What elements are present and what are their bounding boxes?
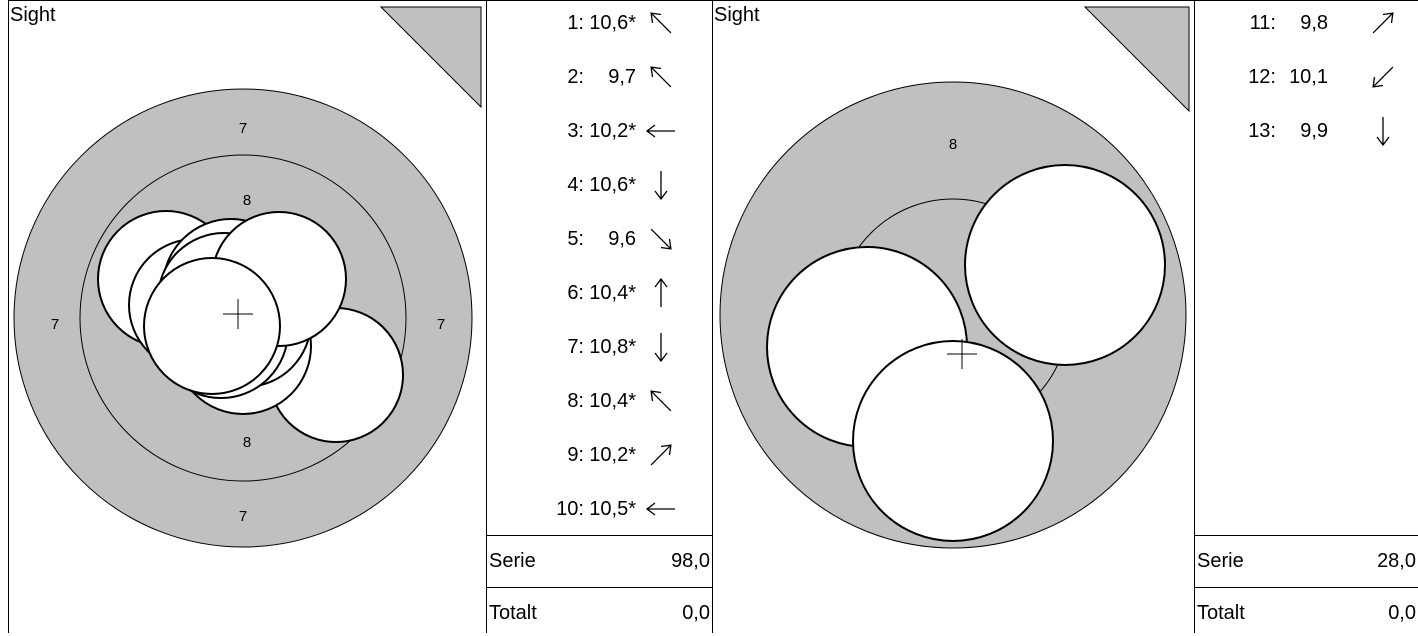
shot-number: 4:	[567, 174, 584, 196]
shot-row: 10,4* 6:	[487, 278, 712, 332]
shot-row: 9,8 11:	[1195, 8, 1418, 62]
ring-number-label: 7	[239, 508, 247, 525]
shot-list-panel-2: 9,8 11: 10,1 12: 9,9 13: Serie 28,0 Totalt 0…	[1194, 0, 1418, 633]
ring-number-label: 7	[51, 316, 59, 333]
shot-number: 3:	[567, 120, 584, 142]
shot-number-score: 9,6	[602, 228, 636, 250]
ring-number-label: 8	[243, 192, 251, 209]
direction-arrow-icon	[1376, 117, 1390, 146]
series-row: Serie 98,0	[487, 535, 712, 584]
total-label: Totalt	[489, 602, 537, 624]
series-label: Serie	[1197, 550, 1244, 572]
shot-number: 10:	[556, 498, 584, 520]
direction-arrow-icon	[650, 12, 672, 34]
crosshair-icon	[223, 299, 253, 329]
shot-row: 10,6* 4:	[487, 170, 712, 224]
shot-list-panel-1: 10,6* 1: 9,7 2: 10,2* 3: 10,6* 4: 9,6 5: 10,4* 6:…	[486, 0, 712, 633]
direction-arrow-icon	[650, 444, 672, 466]
direction-arrow-icon	[654, 333, 668, 362]
shot-number-score: 9,8	[1294, 12, 1328, 34]
crosshair-icon	[947, 339, 977, 369]
shot-number-score: 9,9	[1294, 120, 1328, 142]
ring-number-label: 8	[949, 136, 957, 153]
target-panel-2: 8 Sight	[712, 0, 1194, 633]
shot-number-score: 10,4*	[589, 390, 636, 412]
target-panel-1: 7 7 7 7 8 8 Sight	[8, 0, 486, 633]
sight-indicator-icon	[379, 6, 482, 109]
target-1: 7 7 7 7 8 8	[13, 6, 482, 548]
series-value: 28,0	[1377, 550, 1416, 572]
shot-number-score: 10,6*	[589, 174, 636, 196]
shot-number-score: 10,5*	[589, 498, 636, 520]
direction-arrow-icon	[1372, 66, 1394, 88]
series-label: Serie	[489, 550, 536, 572]
total-value: 0,0	[682, 602, 710, 624]
shot-row: 10,2* 9:	[487, 440, 712, 494]
shot-number-score: 10,2*	[589, 120, 636, 142]
shot-number-score: 10,8*	[589, 336, 636, 358]
shot-number-score: 10,6*	[589, 12, 636, 34]
ring-number-label: 7	[239, 120, 247, 137]
total-label: Totalt	[1197, 602, 1245, 624]
total-row: Totalt 0,0	[1195, 587, 1418, 636]
ring-8	[79, 154, 407, 482]
shot-row: 10,6* 1:	[487, 8, 712, 62]
shot-number-score: 10,2*	[589, 444, 636, 466]
shot-row: 10,5* 10:	[487, 494, 712, 548]
direction-arrow-icon	[1372, 12, 1394, 34]
ring-number-label: 7	[437, 316, 445, 333]
shot-row: 10,1 12:	[1195, 62, 1418, 116]
shot-row: 9,9 13:	[1195, 116, 1418, 170]
shot-hole	[143, 257, 281, 395]
direction-arrow-icon	[650, 390, 672, 412]
sight-indicator-icon	[1083, 6, 1190, 113]
shot-row: 9,7 2:	[487, 62, 712, 116]
sight-label: Sight	[10, 4, 56, 26]
shot-number: 11:	[1249, 12, 1276, 34]
shot-number: 2:	[567, 66, 584, 88]
shot-number: 6:	[567, 282, 584, 304]
shot-number: 9:	[567, 444, 584, 466]
series-value: 98,0	[671, 550, 710, 572]
direction-arrow-icon	[645, 502, 675, 516]
shot-number: 12:	[1248, 66, 1276, 88]
ring-number-label: 8	[243, 434, 251, 451]
total-row: Totalt 0,0	[487, 587, 712, 636]
direction-arrow-icon	[650, 228, 672, 250]
shot-row: 10,2* 3:	[487, 116, 712, 170]
sight-label: Sight	[714, 4, 760, 26]
shot-number: 5:	[567, 228, 584, 250]
series-row: Serie 28,0	[1195, 535, 1418, 584]
target-2: 8	[719, 6, 1190, 549]
total-value: 0,0	[1388, 602, 1416, 624]
shot-number: 13:	[1248, 120, 1276, 142]
direction-arrow-icon	[650, 66, 672, 88]
shot-hole	[852, 340, 1054, 542]
direction-arrow-icon	[654, 171, 668, 200]
direction-arrow-icon	[645, 124, 675, 138]
shot-number: 1:	[567, 12, 584, 34]
shot-number-score: 9,7	[602, 66, 636, 88]
shot-row: 10,4* 8:	[487, 386, 712, 440]
shot-row: 9,6 5:	[487, 224, 712, 278]
shot-number: 8:	[567, 390, 584, 412]
shot-number: 7:	[567, 336, 584, 358]
shot-number-score: 10,1	[1289, 66, 1328, 88]
direction-arrow-icon	[654, 278, 668, 307]
shot-number-score: 10,4*	[589, 282, 636, 304]
shot-row: 10,8* 7:	[487, 332, 712, 386]
shot-hole	[964, 164, 1166, 366]
